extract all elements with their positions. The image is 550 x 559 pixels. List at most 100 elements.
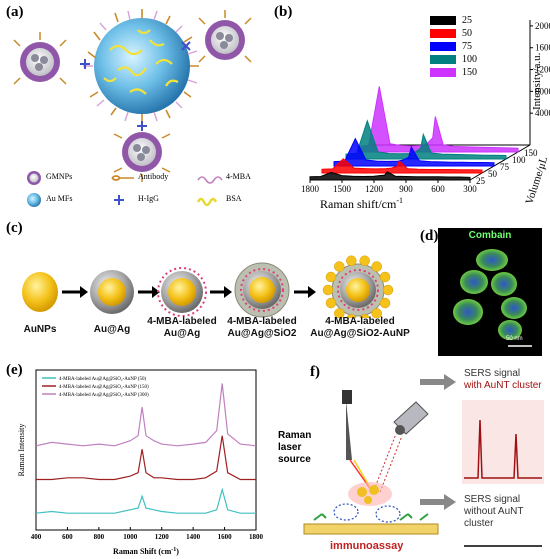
e-x-tick: 800 [94,533,105,541]
aumf-icon [27,193,41,207]
e-x-tick: 1800 [249,533,264,541]
aunp-particle [22,272,58,312]
b-legend-label: 100 [462,54,477,65]
b-legend-swatch [430,55,456,64]
e-x-tick: 1200 [155,533,170,541]
b-x-tick: 1200 [365,184,384,194]
aunp-satellite [371,261,382,272]
e-x-tick: 400 [31,533,42,541]
aunp-satellite [379,297,391,309]
legend-higg: H-IgG [138,194,159,203]
b-legend-item: 25 [430,14,492,27]
caption-aunps: AuNPs [23,324,57,335]
panel-b-label: (b) [274,4,293,20]
caption-mba-au-ag: 4-MBA-labeled Au@Ag [147,316,217,339]
b-z-tick: 100 [512,155,526,165]
panel-c: (c) [0,218,420,358]
gmnp-satellite-left [13,32,67,85]
au-mf-sphere [83,9,199,123]
higg-links [80,41,191,131]
caption-mba-au-ag-sio2-aunp: 4-MBA-labeled Au@Ag@SiO2-AuNP [310,316,410,339]
signal-with-trace [464,419,542,479]
legend-antibody: Antibody [138,172,169,181]
immunoassay-label: immunoassay [330,540,404,552]
panel-f: f) [270,360,550,559]
panel-a-label: (a) [6,4,24,20]
scale-bar-label: 50 nm [506,336,523,342]
b-legend-label: 50 [462,28,472,39]
higg-icon [114,195,124,205]
b-x-tick: 300 [463,184,477,194]
immunoassay-substrate [303,523,439,535]
b-legend-label: 25 [462,15,472,26]
e-xlabel: Raman Shift (cm-1) [113,547,179,556]
signal-with-box [462,400,544,484]
b-ylabel: Intensity/a.u. [531,52,543,110]
legend-icons [27,171,223,207]
b-series-75 [333,137,495,167]
b-y-tick: 8000 [535,86,550,96]
b-legend-swatch [430,16,456,25]
aunp-satellite [379,271,391,283]
b-x-tick: 900 [399,184,413,194]
b-y-tick: 20000 [535,21,550,31]
sers-detection-schematic [303,374,544,547]
laser-probe [342,390,375,495]
b-z-tick: 25 [476,176,486,186]
panel-a: (a) [0,0,270,215]
b-legend: 25 50 75 100 150 [430,14,492,79]
b-z-tick: 75 [500,162,510,172]
b-legend-item: 75 [430,40,492,53]
bsa-icon [196,197,218,207]
panel-e: (e) 400 600 800 1000 1200 1400 1600 1800 4-MBA-… [0,360,270,559]
b-z-tick: 150 [524,148,538,158]
legend-4mba: 4-MBA [226,172,251,181]
aunp-satellite [334,261,345,272]
b-series-25 [309,171,471,181]
panel-f-label: f) [310,364,320,380]
antibody-icon [111,175,134,181]
aunp-satellite [359,255,370,267]
b-legend-item: 50 [430,27,492,40]
aunp-satellite [334,308,345,318]
b-legend-item: 100 [430,53,492,66]
aunp-satellite [346,313,357,318]
e-x-tick: 600 [62,533,73,541]
aunp-satellite [325,271,337,283]
b-legend-swatch [430,42,456,51]
panel-e-label: (e) [6,362,23,378]
b-series-50 [321,158,483,174]
panel-d-label: (d) [420,228,439,244]
aunp-satellite [382,284,394,296]
laser-label: Raman laser source [278,430,312,465]
e-legend-label: 4-MBA-labeled Au@Ag@SiO₂-AuNP (300) [59,393,149,398]
e-x-tick: 1400 [186,533,201,541]
au-ag-particle [90,270,134,314]
b-y-tick: 16000 [535,43,550,53]
e-ylabel: Raman Intensity [17,424,26,477]
e-series-line [36,435,256,481]
mba-icon [197,176,223,184]
raman-3d-chart: 1800 1500 1200 900 600 300 4000 8000 12000 16000 2… [301,20,550,211]
gmnp-satellite-right [198,10,252,63]
legend-gmnps: GMNPs [46,172,73,181]
b-series-100 [345,119,507,160]
synthesis-scheme [22,255,394,318]
e-plot-frame [35,369,257,531]
aunp-satellite [325,297,337,309]
legend-bsa: BSA [226,194,242,203]
b-z-tick: 50 [488,169,498,179]
b-legend-item: 150 [430,66,492,79]
b-y-tick: 4000 [535,108,550,118]
aunp-satellite [322,284,334,296]
panel-b: (b) 1800 1500 1200 900 600 300 4000 8000 12000 16… [270,0,550,215]
aunp-satellite [359,313,370,318]
signal-without-label: SERS signal without AuNT cluster [464,494,524,529]
b-x-tick: 1800 [301,184,320,194]
b-x-tick: 600 [431,184,445,194]
b-y-tick: 12000 [535,65,550,75]
panel-d: (d) Combain 50 nm [420,218,550,358]
b-legend-swatch [430,68,456,77]
b-zlabel: Volume/μL [523,155,550,206]
e-legend-label: 4-MBA-labeled Au@Ag@SiO₂-AuNP (50) [59,377,146,382]
